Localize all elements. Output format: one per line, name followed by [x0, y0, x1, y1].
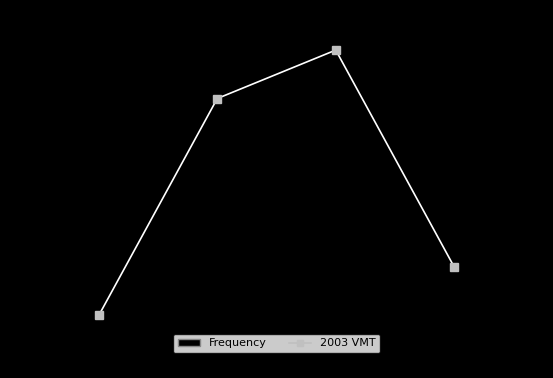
Bar [69, 309, 128, 321]
Bar [425, 172, 484, 321]
Bar [187, 86, 247, 321]
Bar [306, 98, 366, 321]
Legend: Frequency, 2003 VMT: Frequency, 2003 VMT [173, 334, 380, 353]
